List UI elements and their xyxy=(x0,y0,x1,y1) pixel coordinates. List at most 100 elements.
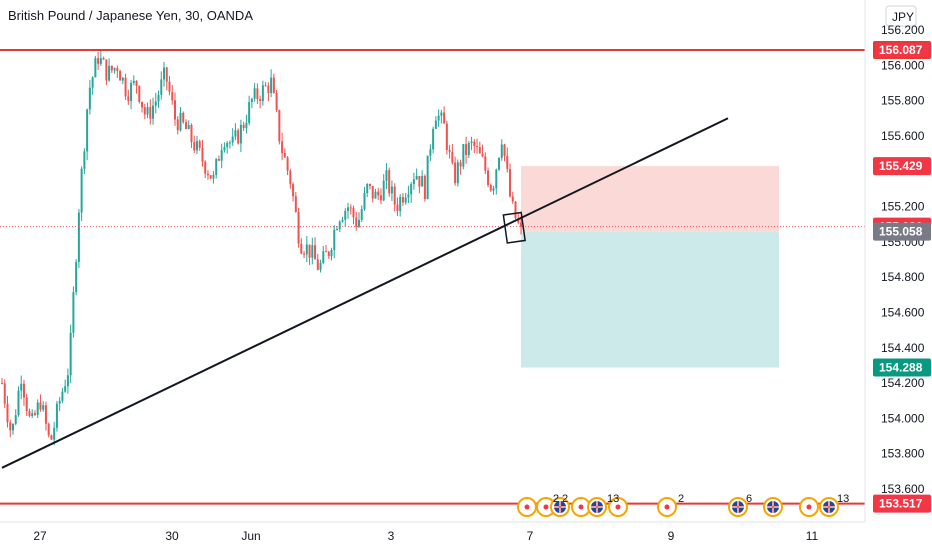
candle-body xyxy=(157,94,160,102)
candle-body xyxy=(278,110,281,142)
price-badge-label: 155.429 xyxy=(879,159,923,173)
candle-body xyxy=(476,145,479,148)
candle-body xyxy=(434,120,437,129)
candle-body xyxy=(83,151,86,169)
candle-body xyxy=(66,375,69,387)
event-count: 13 xyxy=(837,493,849,505)
candle-body xyxy=(195,141,198,151)
trendline[interactable] xyxy=(1,117,729,469)
take-profit-zone[interactable] xyxy=(521,231,779,368)
candle-body xyxy=(322,251,325,264)
stop-loss-zone[interactable] xyxy=(521,166,779,232)
candle-body xyxy=(223,147,226,151)
candle-body xyxy=(314,245,317,260)
candle-body xyxy=(355,217,358,227)
candle-body xyxy=(259,99,262,102)
candle-body xyxy=(500,144,503,158)
candle-body xyxy=(303,253,306,255)
chart-title: British Pound / Japanese Yen, 30, OANDA xyxy=(8,8,253,23)
price-tick: 156.000 xyxy=(881,58,925,72)
candle-body xyxy=(272,77,275,93)
candle-body xyxy=(421,176,424,187)
time-tick: Jun xyxy=(241,529,260,543)
candle-body xyxy=(426,155,429,200)
candle-body xyxy=(396,204,399,212)
candle-body xyxy=(28,411,31,417)
candle-body xyxy=(47,423,50,436)
price-badge-label: 156.087 xyxy=(879,43,923,57)
price-tick: 155.600 xyxy=(881,129,925,143)
candle-body xyxy=(212,174,215,179)
candle-body xyxy=(305,244,308,255)
time-tick: 3 xyxy=(388,529,395,543)
candle-body xyxy=(253,88,256,99)
price-tick: 154.000 xyxy=(881,411,925,425)
candle-body xyxy=(20,383,23,391)
candle-body xyxy=(25,397,28,412)
candle-body xyxy=(58,400,61,404)
candle-body xyxy=(352,207,355,218)
candle-body xyxy=(77,212,80,263)
candle-body xyxy=(470,141,473,144)
price-tick: 153.800 xyxy=(881,447,925,461)
price-tick: 154.400 xyxy=(881,341,925,355)
candle-body xyxy=(410,184,413,195)
candle-body xyxy=(368,184,371,186)
candle-body xyxy=(357,219,360,227)
candle-body xyxy=(388,170,391,194)
candle-body xyxy=(440,112,443,116)
candle-body xyxy=(135,80,138,86)
candle-body xyxy=(36,402,39,415)
candle-body xyxy=(143,107,146,115)
price-tick: 153.600 xyxy=(881,482,925,496)
candle-body xyxy=(182,112,185,123)
candle-body xyxy=(154,101,157,106)
currency-badge[interactable] xyxy=(885,5,917,27)
candle-body xyxy=(385,170,388,181)
candle-body xyxy=(237,130,240,144)
candle-body xyxy=(459,162,462,167)
price-tick: 155.200 xyxy=(881,200,925,214)
candle-body xyxy=(141,101,144,108)
candle-body xyxy=(316,259,319,270)
candle-body xyxy=(55,403,58,428)
candle-body xyxy=(215,158,218,175)
time-tick: 9 xyxy=(668,529,675,543)
candle-body xyxy=(311,245,314,258)
candle-body xyxy=(61,391,64,401)
candle-body xyxy=(261,85,264,102)
candle-body xyxy=(407,194,410,198)
candle-body xyxy=(152,105,155,119)
candle-body xyxy=(465,144,468,155)
selection-marker[interactable] xyxy=(502,211,526,244)
candle-body xyxy=(456,162,459,184)
candle-body xyxy=(94,58,97,78)
candle-body xyxy=(160,79,163,95)
candle-body xyxy=(176,119,179,131)
candle-body xyxy=(371,185,374,199)
candle-body xyxy=(11,423,14,431)
candle-body xyxy=(327,251,330,257)
price-badge xyxy=(873,494,931,513)
candle-body xyxy=(50,435,53,440)
candle-body xyxy=(149,107,152,119)
candle-body xyxy=(415,175,418,180)
candle-body xyxy=(267,85,270,94)
price-tick: 156.200 xyxy=(881,23,925,37)
candle-body xyxy=(429,149,432,156)
candle-body xyxy=(492,188,495,191)
candle-body xyxy=(248,102,251,123)
candle-body xyxy=(498,157,501,170)
candle-body xyxy=(445,123,448,151)
candle-body xyxy=(231,136,234,143)
candle-body xyxy=(64,386,67,392)
candle-body xyxy=(437,115,440,121)
event-markers[interactable]: 2 2 13 2 6 13 xyxy=(517,493,849,517)
candle-body xyxy=(9,422,12,431)
price-tick: 154.200 xyxy=(881,376,925,390)
candle-body xyxy=(360,209,363,220)
candle-body xyxy=(245,122,248,129)
candle-body xyxy=(165,67,168,82)
candle-body xyxy=(130,82,133,101)
candle-body xyxy=(325,251,328,253)
